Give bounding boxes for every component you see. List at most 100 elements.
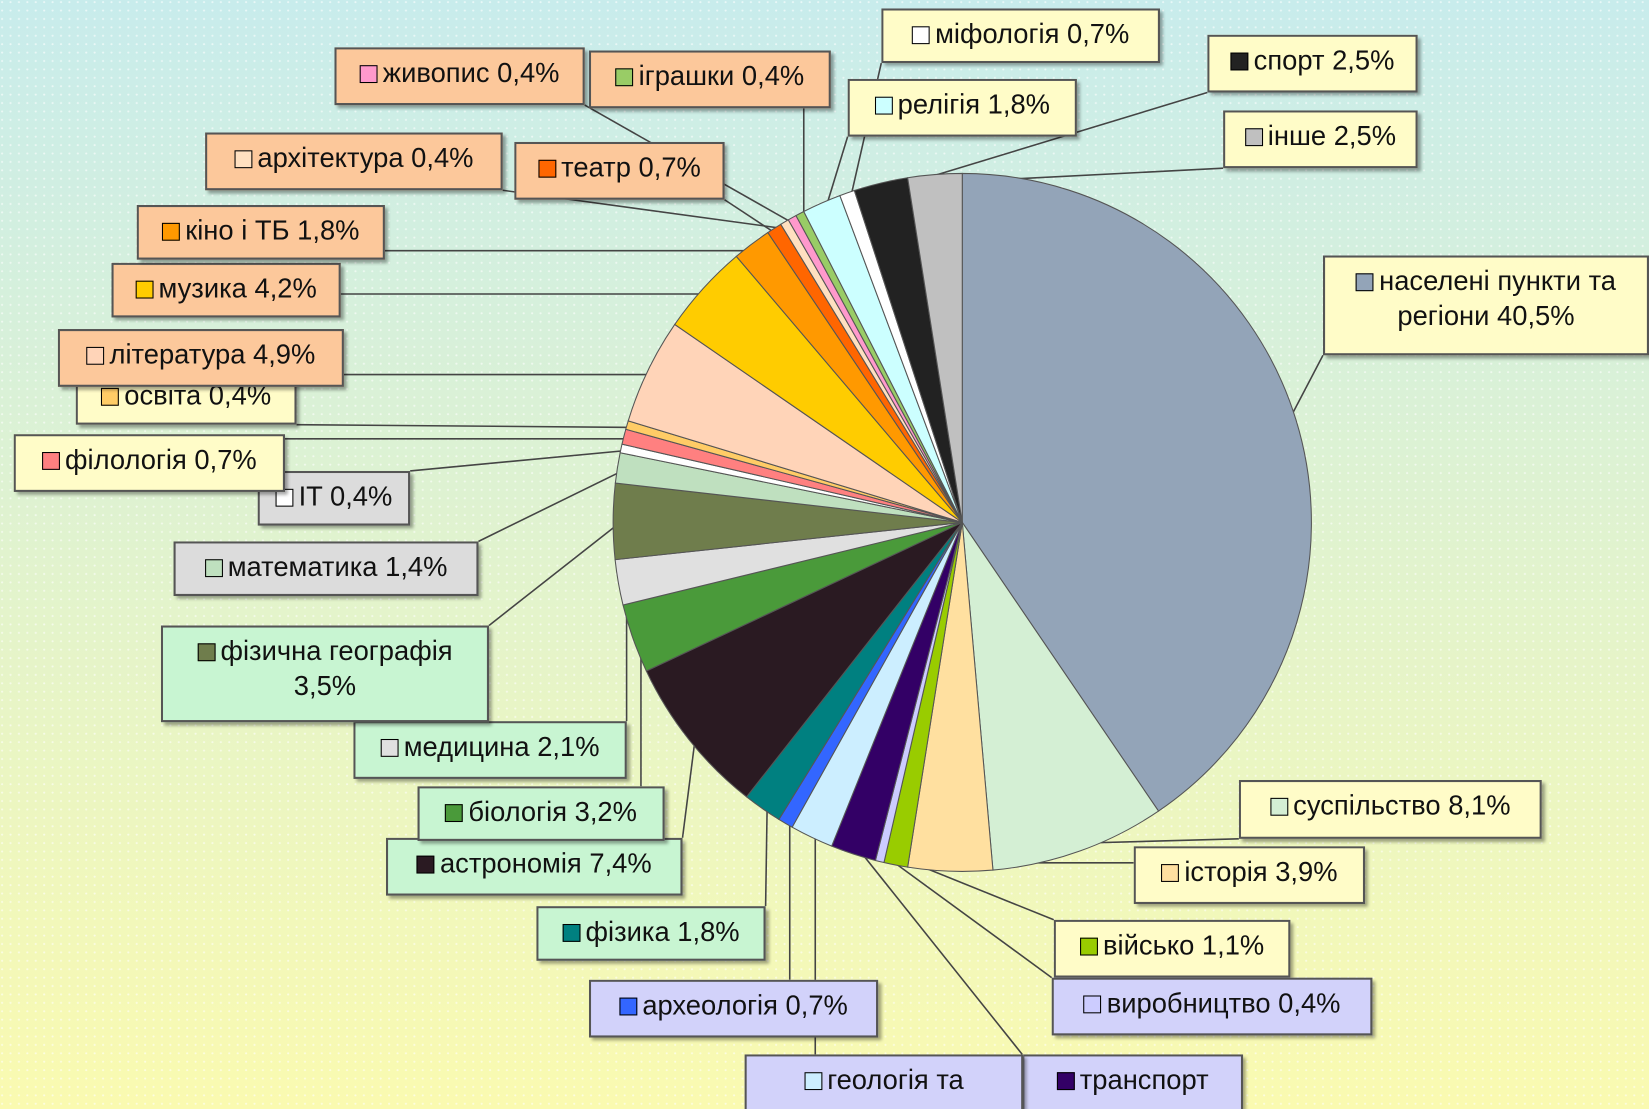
label: виробництво 0,4% bbox=[1052, 978, 1373, 1036]
legend-swatch bbox=[445, 804, 463, 822]
label-box: спорт 2,5% bbox=[1207, 35, 1424, 99]
label-box: кіно і ТБ 1,8% bbox=[137, 205, 392, 266]
value-label: 3,5% bbox=[294, 669, 356, 701]
category-label: музика bbox=[159, 272, 247, 304]
legend-swatch bbox=[616, 68, 634, 86]
label: історія 3,9% bbox=[1134, 846, 1365, 904]
legend-swatch bbox=[1084, 995, 1102, 1013]
legend-swatch bbox=[1356, 273, 1374, 291]
category-label: архітектура bbox=[257, 142, 403, 174]
value-label: 0,4% bbox=[1278, 987, 1340, 1019]
category-label: IT bbox=[299, 480, 323, 512]
chart: населені пункти та регіони 40,5%суспільс… bbox=[0, 0, 1649, 1109]
value-label: 1,4% bbox=[385, 551, 447, 583]
label-box: біологія 3,2% bbox=[418, 786, 671, 847]
label: живопис 0,4% bbox=[334, 47, 584, 105]
category-label: фізична географія bbox=[220, 635, 452, 667]
legend-swatch bbox=[417, 856, 435, 874]
category-label: біологія bbox=[468, 796, 567, 828]
category-label: астрономія bbox=[440, 847, 582, 879]
label-box: релігія 1,8% bbox=[848, 79, 1084, 143]
category-label: суспільство bbox=[1293, 789, 1440, 821]
label: фізична географія 3,5% bbox=[161, 625, 489, 722]
label: іграшки 0,4% bbox=[589, 50, 831, 108]
value-label: 3,2% bbox=[575, 796, 637, 828]
label-box: музика 4,2% bbox=[111, 263, 347, 324]
label: біологія 3,2% bbox=[418, 786, 665, 841]
category-label: міфологія bbox=[935, 18, 1059, 50]
label-box: фізична географія 3,5% bbox=[161, 625, 495, 728]
value-label: 3,9% bbox=[1275, 856, 1337, 888]
value-label: 0,4% bbox=[411, 142, 473, 174]
value-label: 0,7% bbox=[194, 444, 256, 476]
label: спорт 2,5% bbox=[1207, 35, 1417, 93]
label: військо 1,1% bbox=[1054, 920, 1291, 978]
value-label: 1,8% bbox=[988, 88, 1050, 120]
value-label: 0,7% bbox=[786, 989, 848, 1021]
label: архітектура 0,4% bbox=[205, 132, 503, 190]
label: релігія 1,8% bbox=[848, 79, 1077, 137]
label: інше 2,5% bbox=[1223, 110, 1418, 168]
label-box: виробництво 0,4% bbox=[1052, 978, 1379, 1042]
category-label: історія bbox=[1184, 856, 1267, 888]
label: фізика 1,8% bbox=[536, 906, 765, 961]
category-label: виробництво bbox=[1107, 987, 1271, 1019]
value-label: 2,5% bbox=[1332, 44, 1394, 76]
label-box: суспільство 8,1% bbox=[1239, 780, 1548, 845]
value-label: 4,9% bbox=[253, 338, 315, 370]
legend-swatch bbox=[912, 26, 930, 44]
legend-swatch bbox=[804, 1072, 822, 1090]
category-label: релігія bbox=[898, 88, 980, 120]
category-label: транспорт bbox=[1080, 1064, 1209, 1096]
label-box: література 4,9% bbox=[58, 329, 350, 393]
category-label: живопис bbox=[383, 57, 490, 89]
category-label: кіно і ТБ bbox=[185, 214, 289, 246]
category-label: театр bbox=[561, 151, 631, 183]
label: міфологія 0,7% bbox=[881, 8, 1160, 63]
label-box: історія 3,9% bbox=[1134, 846, 1372, 910]
legend-swatch bbox=[360, 65, 378, 83]
legend-swatch bbox=[1080, 938, 1098, 956]
legend-swatch bbox=[42, 452, 60, 470]
category-label: іграшки bbox=[639, 60, 735, 92]
value-label: 7,4% bbox=[589, 847, 651, 879]
label: археологія 0,7% bbox=[589, 980, 878, 1038]
legend-swatch bbox=[1245, 128, 1263, 146]
legend-swatch bbox=[1057, 1072, 1075, 1090]
category-label: археологія bbox=[642, 989, 778, 1021]
category-label: інше bbox=[1268, 120, 1326, 152]
label-box: астрономія 7,4% bbox=[386, 838, 689, 902]
label-box: транспорт bbox=[1022, 1054, 1249, 1109]
value-label: 0,7% bbox=[1067, 18, 1129, 50]
value-label: 2,5% bbox=[1334, 120, 1396, 152]
label-box: архітектура 0,4% bbox=[205, 132, 509, 196]
label-box: фізика 1,8% bbox=[536, 906, 772, 967]
value-label: 40,5% bbox=[1497, 299, 1575, 331]
legend-swatch bbox=[205, 559, 223, 577]
label-box: математика 1,4% bbox=[174, 541, 485, 602]
category-label: військо bbox=[1103, 929, 1194, 961]
value-label: 0,4% bbox=[330, 480, 392, 512]
label-box: театр 0,7% bbox=[514, 142, 731, 206]
label: математика 1,4% bbox=[174, 541, 479, 596]
category-label: геологія та bbox=[827, 1064, 964, 1096]
legend-swatch bbox=[135, 281, 153, 299]
category-label: математика bbox=[228, 551, 378, 583]
legend-swatch bbox=[197, 643, 215, 661]
value-label: 1,8% bbox=[297, 214, 359, 246]
label: кіно і ТБ 1,8% bbox=[137, 205, 385, 260]
label-box: військо 1,1% bbox=[1054, 920, 1297, 984]
legend-swatch bbox=[381, 739, 399, 757]
legend-swatch bbox=[1161, 864, 1179, 882]
label: театр 0,7% bbox=[514, 142, 724, 200]
legend-swatch bbox=[562, 924, 580, 942]
value-label: 1,8% bbox=[677, 916, 739, 948]
value-label: 4,2% bbox=[255, 272, 317, 304]
legend-swatch bbox=[1231, 53, 1249, 71]
value-label: 0,7% bbox=[639, 151, 701, 183]
label-box: іграшки 0,4% bbox=[589, 50, 837, 114]
legend-swatch bbox=[86, 347, 104, 365]
label-box: живопис 0,4% bbox=[334, 47, 591, 111]
value-label: 8,1% bbox=[1448, 789, 1510, 821]
legend-swatch bbox=[619, 998, 637, 1016]
